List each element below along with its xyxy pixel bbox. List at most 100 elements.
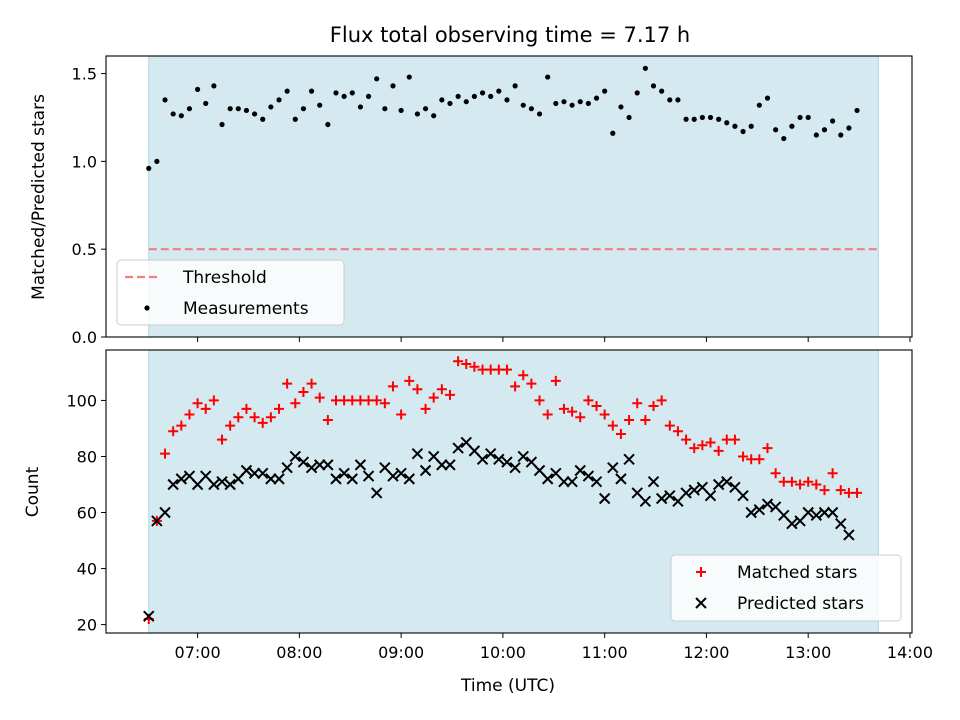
measurement-point [528,106,534,112]
predicted-star-point [395,467,407,479]
measurement-point [561,99,567,105]
measurement-point [308,88,315,94]
measurement-point [764,95,771,101]
predicted-star-point [509,461,521,474]
measurement-point [618,104,624,110]
matched-star-point [689,443,700,454]
measurement-point [154,158,160,164]
measurement-point [235,106,241,112]
y-tick-label: 40 [77,560,97,579]
predicted-star-point [745,506,757,519]
predicted-star-point [786,518,798,530]
measurement-point [479,90,486,96]
y-tick-label: 60 [77,504,97,523]
measurement-point [854,107,860,114]
measurement-point [398,107,404,114]
predicted-star-point [208,478,220,491]
predicted-star-point [436,459,448,471]
time-x-axis-label: Time (UTC) [460,676,555,696]
predicted-star-point [240,464,253,477]
measurement-point [650,83,657,89]
predicted-star-point [354,459,367,471]
predicted-star-point [835,518,847,530]
predicted-star-point [411,447,424,460]
matched-star-point [257,417,268,428]
predicted-star-point [721,475,733,488]
measurement-point [422,106,429,112]
predicted-star-point [265,473,277,485]
y-tick-label: 80 [77,447,97,466]
matched-star-point [770,468,781,479]
matched-star-point [314,392,325,403]
matched-star-point [249,412,260,423]
measurement-point [284,88,290,94]
predicted-star-point [493,453,505,465]
predicted-star-point [444,459,456,471]
measurement-point [789,123,795,129]
legend-label: Measurements [183,299,309,319]
measurement-point [512,83,518,89]
measurement-point [447,100,453,107]
predicted-star-point [484,447,497,460]
matched-star-point [184,409,195,420]
measurement-point [659,88,665,94]
predicted-star-point [322,459,334,471]
measurement-point [691,116,697,122]
x-tick-label: 14:00 [887,643,933,662]
predicted-star-point [582,470,595,482]
chart-title: Flux total observing time = 7.17 h [330,23,690,47]
measurement-point [610,130,616,136]
matched-star-point [542,409,553,420]
measurement-point [382,106,388,112]
measurement-point [732,123,738,129]
matched-star-point [282,378,293,389]
matched-star-point [827,468,838,479]
predicted-star-point [159,506,171,519]
measurement-point [471,93,477,99]
matched-star-point [681,434,692,445]
y-tick-label: 1.0 [72,152,97,171]
measurement-point [357,104,364,110]
measurement-point [536,111,543,117]
matched-star-point [656,395,667,406]
measurement-point [740,128,746,135]
predicted-star-point [289,450,301,463]
measurement-point [243,107,250,114]
x-tick-label: 13:00 [785,643,831,662]
measurement-point [675,97,681,103]
matched-star-point [396,409,407,420]
measurement-point [251,111,258,117]
measurement-point [219,121,225,128]
measurement-point [463,99,469,105]
measurement-point [194,86,201,92]
measurement-point [227,106,233,112]
legend-measurement-swatch [144,305,150,311]
predicted-star-point [712,478,725,491]
predicted-star-point [167,478,179,491]
matched-star-point [298,387,309,398]
y-tick-label: 1.5 [72,65,97,84]
axes-frame [105,55,913,338]
predicted-star-point [566,475,578,488]
axes-frame [105,349,913,634]
x-tick-label: 12:00 [683,643,729,662]
legend-box [670,554,902,622]
legend: Matched stars Predicted stars [670,554,902,622]
matched-star-point [567,406,578,417]
measurement-point [211,83,217,89]
measurement-point [390,83,396,89]
matched-star-point [713,445,724,456]
predicted-star-point [338,467,350,479]
matched-star-point [672,426,683,437]
count-y-axis-label: Count [23,466,43,517]
matched-star-point [575,412,586,423]
predicted-star-point [655,492,668,505]
measurement-point [439,97,445,103]
x-tick-label: 08:00 [276,643,322,662]
matched-star-point [176,420,187,431]
matched-star-point [550,375,561,386]
matched-star-point [648,401,659,412]
measurement-point [504,97,510,103]
legend-predicted-swatch [695,597,707,609]
measurement-point [162,97,168,103]
